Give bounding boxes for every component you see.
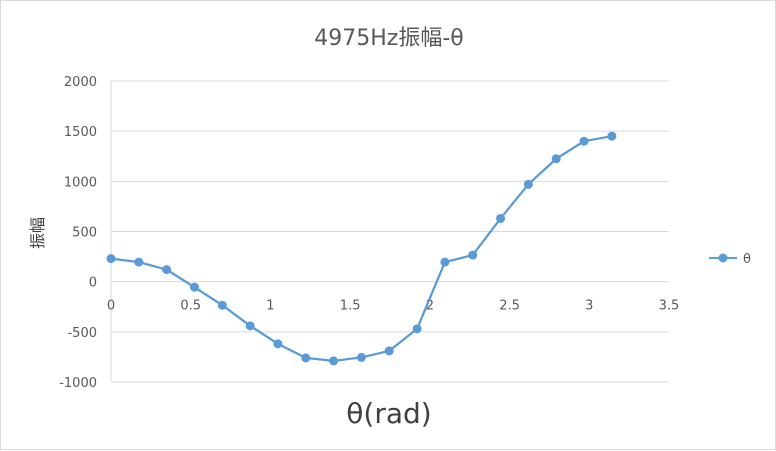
data-point <box>579 136 589 146</box>
data-point <box>189 282 199 292</box>
x-tick-label: 2 <box>426 299 434 314</box>
data-point <box>106 254 116 264</box>
data-point <box>523 179 533 189</box>
y-tick-label: 1500 <box>64 125 97 140</box>
data-point <box>301 353 311 363</box>
y-axis-title: 振幅 <box>28 217 47 249</box>
x-tick-label: 1 <box>266 299 274 314</box>
x-tick-label: 1.5 <box>340 299 361 314</box>
data-point <box>440 257 450 267</box>
data-point <box>356 352 366 362</box>
x-tick-labels: 0 0.5 1 1.5 2 2.5 3 3.5 <box>107 299 679 314</box>
x-tick-label: 3 <box>585 299 593 314</box>
data-point <box>162 265 172 275</box>
x-tick-label: 2.5 <box>499 299 520 314</box>
y-tick-label: 0 <box>89 276 97 291</box>
data-point <box>412 324 422 334</box>
legend-label: θ <box>743 252 751 267</box>
data-point <box>468 250 478 260</box>
grid-layer <box>110 80 669 383</box>
data-point <box>217 300 227 310</box>
data-point <box>245 321 255 331</box>
x-tick-label: 0 <box>107 299 115 314</box>
y-tick-label: 500 <box>72 226 97 241</box>
y-tick-label: -500 <box>67 326 97 341</box>
chart-title: 4975Hz振幅-θ <box>314 26 463 51</box>
y-tick-label: -1000 <box>59 376 97 391</box>
y-tick-label: 2000 <box>64 75 97 90</box>
x-tick-label: 0.5 <box>180 299 201 314</box>
data-point <box>134 257 144 267</box>
y-tick-label: 1000 <box>64 175 97 190</box>
data-point <box>551 154 561 164</box>
legend: θ <box>709 252 751 267</box>
data-point <box>329 356 339 366</box>
x-axis-title: θ(rad) <box>346 397 431 430</box>
data-point <box>273 339 283 349</box>
series-layer <box>106 131 617 366</box>
series-line <box>110 135 613 363</box>
data-point <box>384 346 394 356</box>
legend-marker <box>718 253 728 263</box>
x-tick-label: 3.5 <box>659 299 680 314</box>
y-tick-labels: 2000 1500 1000 500 0 -500 -1000 <box>59 75 97 391</box>
data-point <box>496 213 506 223</box>
data-point <box>607 131 617 141</box>
